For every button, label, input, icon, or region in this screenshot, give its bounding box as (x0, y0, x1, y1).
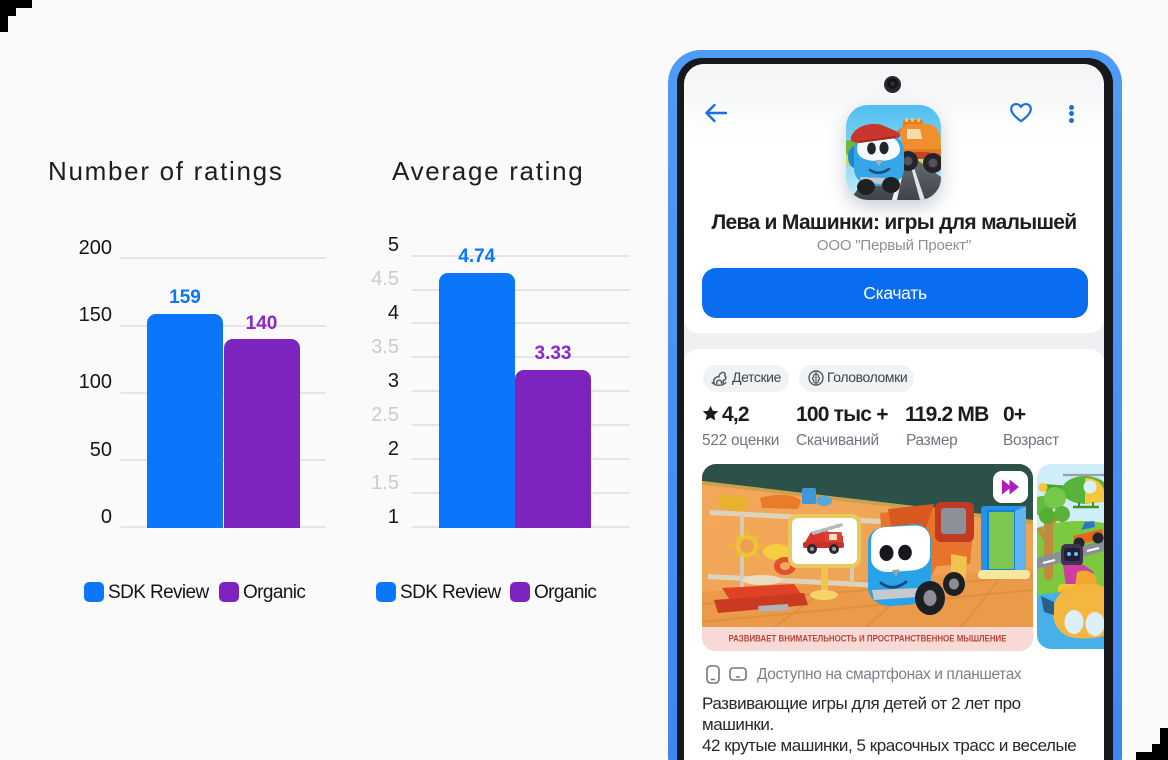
svg-text:РАЗВИВАЕТ ВНИМАТЕЛЬНОСТЬ И ПРО: РАЗВИВАЕТ ВНИМАТЕЛЬНОСТЬ И ПРОСТРАНСТВЕН… (729, 634, 1007, 645)
